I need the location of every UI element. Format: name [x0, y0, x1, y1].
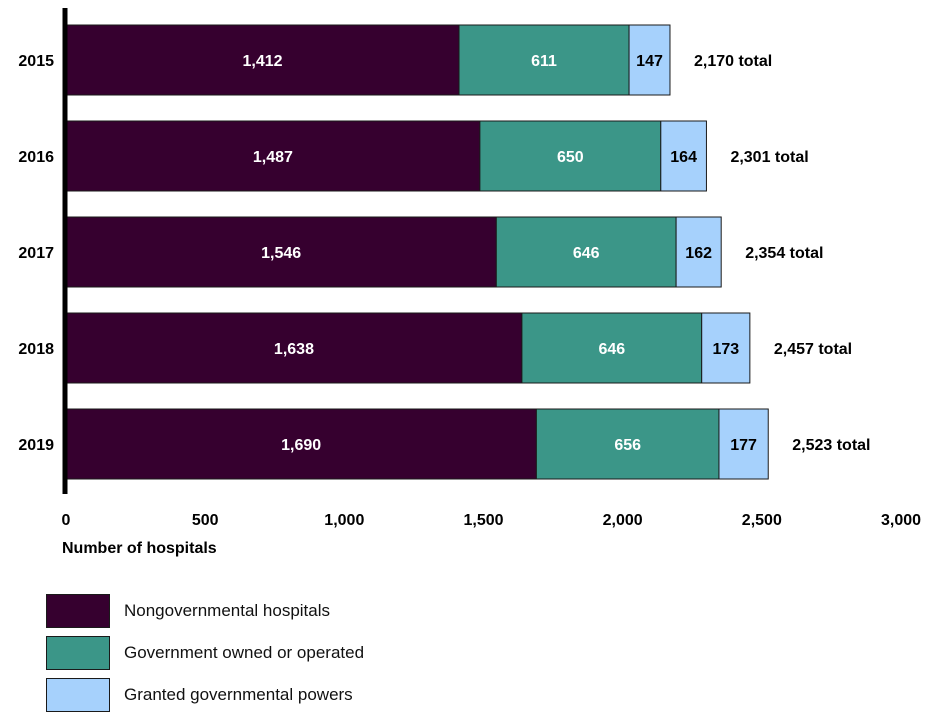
bar-granted-2018 [701, 312, 751, 384]
year-label-2015: 2015 [18, 53, 54, 70]
data-label-government-2019: 656 [614, 437, 641, 454]
bar-granted-2019 [718, 408, 769, 480]
x-tick-label-1500: 1,500 [463, 512, 503, 529]
bar-government-2019 [535, 408, 720, 480]
total-label-2019: 2,523 total [792, 437, 870, 454]
legend-label-granted: Granted governmental powers [124, 685, 353, 704]
year-label-2017: 2017 [18, 245, 54, 262]
x-tick-label-3000: 3,000 [881, 512, 921, 529]
data-label-nongovernmental-2019: 1,690 [281, 437, 321, 454]
total-label-2018: 2,457 total [774, 341, 852, 358]
bar-nongovernmental-2018 [65, 312, 523, 384]
legend: Nongovernmental hospitals Government own… [46, 594, 364, 720]
legend-item-granted: Granted governmental powers [46, 678, 364, 712]
x-tick-label-2500: 2,500 [742, 512, 782, 529]
year-label-2016: 2016 [18, 149, 54, 166]
total-label-2016: 2,301 total [730, 149, 808, 166]
data-label-granted-2018: 173 [712, 341, 739, 358]
data-label-granted-2019: 177 [730, 437, 757, 454]
bar-government-2016 [479, 120, 662, 192]
bar-granted-2016 [660, 120, 707, 192]
total-label-2017: 2,354 total [745, 245, 823, 262]
x-tick-label-2000: 2,000 [603, 512, 643, 529]
legend-item-nongovernmental: Nongovernmental hospitals [46, 594, 364, 628]
bar-granted-2015 [628, 24, 671, 96]
x-tick-label-500: 500 [192, 512, 219, 529]
data-label-nongovernmental-2016: 1,487 [253, 149, 293, 166]
data-label-government-2015: 611 [531, 53, 557, 70]
bar-nongovernmental-2016 [65, 120, 481, 192]
data-label-granted-2016: 164 [670, 149, 697, 166]
bar-granted-2017 [675, 216, 722, 288]
data-label-granted-2015: 147 [636, 53, 663, 70]
data-label-granted-2017: 162 [685, 245, 712, 262]
year-labels: 2015 2016 2017 2018 2019 [18, 53, 54, 454]
x-tick-labels: 0 500 1,000 1,500 2,000 2,500 3,000 [62, 512, 922, 529]
legend-label-government: Government owned or operated [124, 643, 365, 662]
year-label-2018: 2018 [18, 341, 54, 358]
legend-swatch-granted [46, 678, 110, 712]
data-label-nongovernmental-2015: 1,412 [242, 53, 282, 70]
bar-nongovernmental-2019 [65, 408, 537, 480]
legend-label-nongovernmental: Nongovernmental hospitals [124, 601, 331, 620]
bar-government-2017 [495, 216, 677, 288]
data-label-nongovernmental-2017: 1,546 [261, 245, 301, 262]
data-label-nongovernmental-2018: 1,638 [274, 341, 314, 358]
stacked-bar-chart: 1,412 611 147 2,170 total 1,487 650 164 2,301 t… [18, 8, 922, 557]
bar-nongovernmental-2017 [65, 216, 497, 288]
legend-swatch-government [46, 636, 110, 670]
total-label-2015: 2,170 total [694, 53, 772, 70]
year-label-2019: 2019 [18, 437, 54, 454]
data-label-government-2016: 650 [557, 149, 584, 166]
x-axis-label: Number of hospitals [62, 540, 217, 557]
bars-layer: 1,412 611 147 2,170 total 1,487 650 164 2,301 t… [65, 24, 871, 480]
legend-swatch-nongovernmental [46, 594, 110, 628]
x-tick-label-0: 0 [62, 512, 71, 529]
x-tick-label-1000: 1,000 [324, 512, 364, 529]
bar-government-2015 [458, 24, 630, 96]
bar-nongovernmental-2015 [65, 24, 460, 96]
data-label-government-2018: 646 [598, 341, 625, 358]
data-label-government-2017: 646 [573, 245, 600, 262]
legend-item-government: Government owned or operated [46, 636, 364, 670]
